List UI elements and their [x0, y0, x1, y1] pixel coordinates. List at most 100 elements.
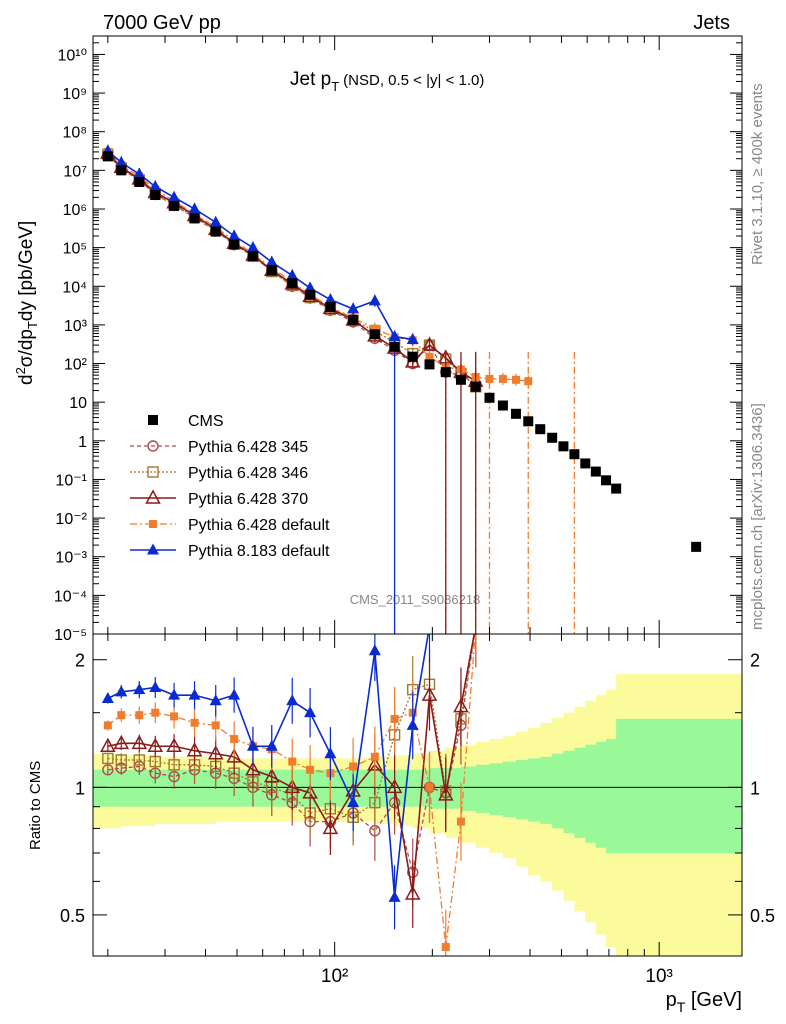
ratio-series-3-point — [245, 761, 261, 776]
y-tick-label: 10⁹ — [62, 86, 87, 103]
legend-label-5: Pythia 8.183 default — [188, 543, 330, 560]
legend: CMS Pythia 6.428 345 Pythia 6.428 346 Pythi… — [130, 413, 330, 560]
x-tick-label: 10³ — [645, 966, 672, 987]
legend-label-3: Pythia 6.428 370 — [188, 491, 308, 508]
ratio-series-3-point — [284, 778, 300, 794]
ratio-series-line-1 — [107, 634, 476, 873]
cms-data-point — [134, 176, 145, 187]
ratio-series-3-point — [113, 734, 130, 750]
cms-data-point — [535, 424, 546, 435]
y-tick-label: 10¹⁰ — [57, 47, 87, 64]
cms-data-point — [116, 165, 127, 176]
series-3-point — [421, 336, 438, 351]
cms-data-point — [601, 475, 612, 486]
ratio-series-4-point — [390, 714, 399, 723]
ratio-series-2-point — [168, 759, 180, 771]
ratio-frame — [92, 633, 743, 957]
cms-data-point — [580, 458, 591, 469]
ratio-series-4-point — [441, 943, 450, 952]
legend-label-0: CMS — [188, 413, 224, 430]
ratio-y-tick-label-right: 2 — [750, 651, 760, 671]
ratio-series-3-point — [453, 698, 469, 713]
ratio-series-5-point — [406, 718, 419, 730]
cms-data-point — [569, 449, 580, 460]
cms-data-point — [590, 466, 601, 477]
y-tick-label: 10⁷ — [63, 163, 87, 180]
cms-data-point — [325, 302, 336, 313]
series-4-point — [498, 374, 507, 383]
ratio-series-3-point — [226, 748, 242, 763]
ratio-series-3-point — [100, 737, 116, 752]
ratio-series-4-point — [288, 757, 297, 766]
series-5-point — [304, 281, 317, 293]
ratio-series-4-point — [135, 711, 144, 720]
series-5-point — [115, 155, 128, 167]
main-plot-area — [93, 36, 742, 634]
series-5-point — [188, 202, 201, 214]
cms-data-point — [547, 432, 558, 443]
series-5-point — [368, 294, 381, 306]
cms-data-point — [497, 400, 508, 411]
ratio-series-3-point — [404, 885, 421, 900]
ratio-series-2-point — [115, 754, 127, 766]
y-tick-label: 10⁸ — [62, 125, 87, 142]
main-y-axis-label: d2σ/dpTdy [pb/GeV] — [13, 221, 40, 385]
y-tick-label: 10⁻³ — [55, 550, 87, 567]
analysis-watermark: CMS_2011_S9086218 — [350, 592, 481, 607]
cms-data-point — [440, 367, 451, 378]
cms-data-point — [229, 239, 240, 250]
ratio-series-4-point — [349, 762, 358, 771]
ratio-y-tick-label-right: 1 — [750, 778, 760, 798]
cms-data-point — [424, 359, 435, 370]
legend-label-1: Pythia 6.428 345 — [188, 439, 308, 456]
ratio-series-3-point — [421, 686, 438, 701]
series-5-point — [286, 268, 299, 280]
main-axes: 10¹⁰ 10⁹ 10⁸ 10⁷ 10⁶ 10⁵ 10⁴ 10³ 10² 10 1 10⁻¹ 10⁻² 1… — [54, 35, 743, 644]
cms-data-point — [169, 200, 180, 211]
plot-title: Jet pT (NSD, 0.5 < |y| < 1.0) — [290, 69, 484, 94]
ratio-series-3-point — [322, 819, 339, 835]
legend-label-4: Pythia 6.428 default — [188, 517, 330, 534]
ratio-series-5-point — [228, 688, 241, 700]
ratio-series-5-point — [168, 688, 181, 700]
main-series-group — [100, 144, 702, 634]
legend-label-2: Pythia 6.428 346 — [188, 465, 308, 482]
y-tick-label: 10⁵ — [63, 241, 87, 258]
legend-marker — [149, 520, 157, 528]
ratio-series-5-point — [209, 694, 222, 706]
ratio-series-3-point — [302, 784, 318, 799]
ratio-y-tick-label: 1 — [75, 778, 85, 798]
series-4-point — [511, 375, 520, 384]
uncertainty-band-inner — [93, 718, 742, 853]
ratio-series-3-point — [386, 778, 403, 794]
ratio-series-4-point — [456, 817, 465, 826]
cms-data-point — [407, 351, 418, 362]
series-5-point — [347, 302, 360, 314]
ratio-series-4-point — [103, 721, 112, 730]
series-5-point — [209, 215, 222, 227]
header-right: Jets — [693, 12, 730, 34]
mcplots-label: mcplots.cern.ch [arXiv:1306.3436] — [749, 403, 766, 630]
cms-data-point — [691, 541, 702, 552]
y-tick-label: 1 — [78, 434, 87, 451]
y-tick-label: 10 — [69, 395, 87, 412]
series-5-point — [406, 332, 419, 344]
y-tick-label: 10⁻² — [55, 511, 87, 528]
y-tick-label: 10⁻⁴ — [54, 588, 87, 605]
ratio-series-4-point — [211, 721, 220, 730]
ratio-series-3-point — [147, 737, 164, 752]
ratio-series-5-point — [133, 683, 146, 695]
ratio-series-2-point — [133, 754, 145, 766]
series-5-point — [324, 293, 337, 305]
series-4-point — [524, 377, 533, 386]
ratio-series-4-point — [306, 765, 315, 774]
ratio-series-3-point — [166, 737, 182, 752]
ratio-series-4-point — [370, 752, 379, 761]
ratio-series-3-point — [207, 745, 224, 760]
ratio-series-4-point — [190, 718, 199, 727]
ratio-series-1-point — [102, 764, 114, 776]
x-tick-label: 10² — [321, 966, 348, 987]
series-5-point — [168, 190, 181, 202]
ratio-series-3-point — [438, 786, 454, 801]
cms-data-point — [470, 381, 481, 392]
